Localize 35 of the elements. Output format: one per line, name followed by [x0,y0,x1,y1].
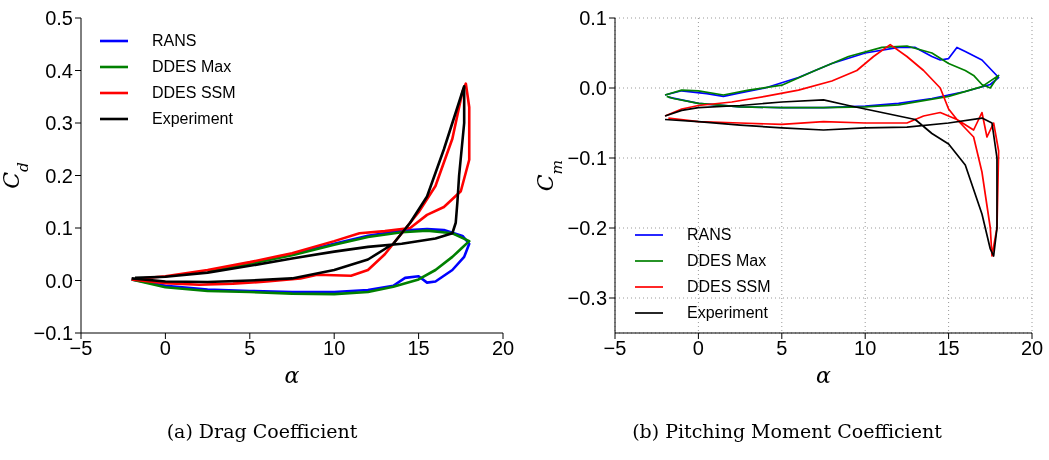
y-tick-label: −0.1 [33,322,73,345]
legend-label: Experiment [152,110,233,128]
x-tick-label: 5 [776,337,788,360]
legend-label: DDES SSM [687,278,771,296]
x-tick-label: 15 [407,337,430,360]
y-tick-label: 0.0 [579,77,607,100]
x-tick-label: 10 [854,337,877,360]
x-tick-label: 15 [937,337,960,360]
y-tick-label: 0.0 [45,269,73,292]
y-tick-label: −0.3 [567,287,607,310]
x-tick-label: 0 [692,337,704,360]
x-tick-label: 10 [323,337,346,360]
x-tick-label: 20 [491,337,515,360]
text: (a) Drag Coefficient [165,420,359,442]
legend-label: DDES Max [152,58,232,76]
x-tick-label: 0 [159,337,171,360]
x-tick-label: −5 [603,337,627,360]
x-axis-title: α [816,363,832,388]
x-tick-label: 20 [1020,337,1044,360]
y-tick-label: 0.1 [45,217,73,240]
legend-label: RANS [152,32,197,50]
y-tick-label: −0.2 [567,217,607,240]
y-tick-label: 0.5 [45,7,73,30]
x-axis-title: α [284,363,300,388]
legend-label: Experiment [687,304,768,322]
y-tick-label: 0.4 [45,59,73,82]
y-tick-label: −0.1 [567,147,607,170]
y-tick-label: 0.3 [45,112,73,135]
x-tick-label: 5 [244,337,256,360]
legend-label: DDES SSM [152,84,236,102]
y-tick-label: 0.2 [45,164,73,187]
legend-label: DDES Max [687,252,767,270]
y-tick-label: 0.1 [579,7,607,30]
legend-label: RANS [687,226,732,244]
text: (b) Pitching Moment Coefficient [631,420,943,442]
